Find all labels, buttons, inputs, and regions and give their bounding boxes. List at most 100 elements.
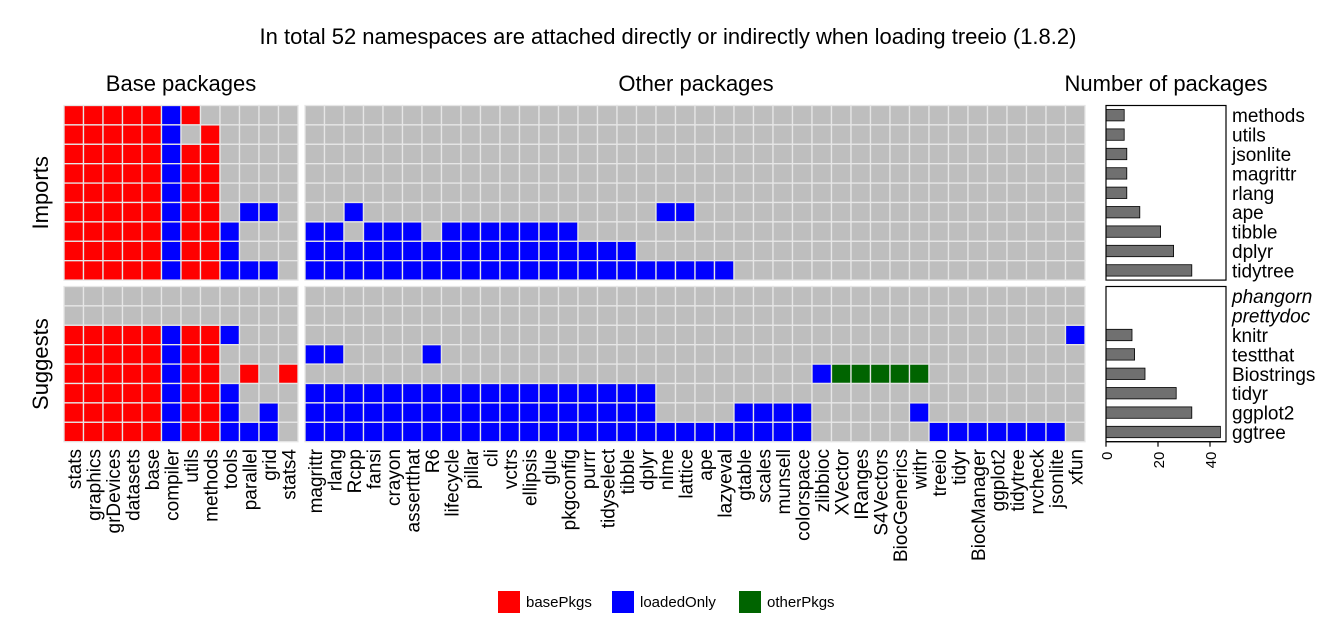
heatmap-cell (908, 240, 930, 262)
heatmap-cell (772, 143, 794, 165)
heatmap-cell (655, 124, 677, 145)
heatmap-cell (616, 402, 638, 423)
heatmap-cell (479, 104, 501, 126)
heatmap-cell (238, 260, 260, 281)
heatmap-cell (277, 221, 299, 242)
heatmap-cell (908, 221, 930, 242)
heatmap-cell (160, 382, 182, 404)
heatmap-cell (82, 305, 104, 326)
heatmap-cell (277, 421, 299, 443)
heatmap-cell (1025, 363, 1047, 385)
heatmap-cell (479, 344, 501, 365)
heatmap-cell (811, 324, 833, 346)
heatmap-cell (791, 143, 813, 165)
heatmap-cell (160, 104, 182, 126)
heatmap-cell (713, 324, 735, 346)
heatmap-cell (616, 182, 638, 204)
base-column-label: grid (260, 449, 281, 481)
heatmap-cell (830, 402, 852, 423)
heatmap-cell (82, 104, 104, 126)
heatmap-cell (752, 421, 774, 443)
heatmap-cell (421, 260, 443, 281)
heatmap-cell (460, 285, 482, 307)
heatmap-cell (362, 382, 384, 404)
heatmap-cell (343, 344, 365, 365)
heatmap-cell (1006, 285, 1028, 307)
heatmap-cell (479, 402, 501, 423)
row-label-ggplot2: ggplot2 (1232, 404, 1294, 425)
heatmap-cell (674, 201, 696, 223)
heatmap-cell (928, 221, 950, 242)
heatmap-cell (557, 421, 579, 443)
row-label-magrittr: magrittr (1232, 164, 1297, 185)
heatmap-cell (967, 421, 989, 443)
heatmap-cell (635, 344, 657, 365)
heatmap-cell (694, 363, 716, 385)
heatmap-cell (460, 221, 482, 242)
heatmap-cell (986, 104, 1008, 126)
bar-ape (1105, 206, 1141, 219)
heatmap-cell (986, 240, 1008, 262)
heatmap-cell (811, 104, 833, 126)
heatmap-cell (323, 285, 345, 307)
heatmap-cell (830, 124, 852, 145)
heatmap-cell (63, 324, 85, 346)
heatmap-cell (63, 421, 85, 443)
heatmap-cell (733, 201, 755, 223)
heatmap-cell (830, 344, 852, 365)
heatmap-cell (219, 260, 241, 281)
heatmap-cell (238, 382, 260, 404)
heatmap-cell (460, 324, 482, 346)
heatmap-cell (421, 124, 443, 145)
heatmap-cell (362, 143, 384, 165)
heatmap-cell (401, 421, 423, 443)
base-column-label: grDevices (104, 449, 125, 533)
heatmap-cell (616, 201, 638, 223)
heatmap-cell (323, 221, 345, 242)
heatmap-cell (460, 182, 482, 204)
heatmap-cell (160, 363, 182, 385)
heatmap-cell (82, 221, 104, 242)
heatmap-cell (82, 240, 104, 262)
heatmap-cell (889, 305, 911, 326)
heatmap-cell (102, 402, 124, 423)
heatmap-cell (557, 344, 579, 365)
heatmap-cell (304, 221, 326, 242)
bar-tibble (1105, 225, 1161, 238)
heatmap-cell (596, 363, 618, 385)
heatmap-cell (121, 421, 143, 443)
heatmap-cell (1064, 124, 1086, 145)
heatmap-cell (518, 402, 540, 423)
heatmap-cell (616, 285, 638, 307)
heatmap-cell (1064, 363, 1086, 385)
row-label-jsonlite: jsonlite (1231, 145, 1291, 166)
heatmap-cell (635, 402, 657, 423)
heatmap-cell (850, 402, 872, 423)
heatmap-cell (421, 402, 443, 423)
heatmap-cell (967, 382, 989, 404)
heatmap-cell (258, 143, 280, 165)
heatmap-cell (713, 421, 735, 443)
heatmap-cell (811, 260, 833, 281)
heatmap-cell (947, 201, 969, 223)
heatmap-cell (180, 182, 202, 204)
heatmap-cell (947, 124, 969, 145)
heatmap-cell (1006, 201, 1028, 223)
heatmap-cell (869, 201, 891, 223)
heatmap-cell (258, 182, 280, 204)
heatmap-cell (850, 305, 872, 326)
heatmap-cell (1006, 182, 1028, 204)
heatmap-cell (674, 285, 696, 307)
heatmap-cell (219, 324, 241, 346)
heatmap-cell (460, 260, 482, 281)
heatmap-cell (141, 305, 163, 326)
heatmap-cell (102, 221, 124, 242)
heatmap-cell (382, 104, 404, 126)
heatmap-cell (219, 240, 241, 262)
heatmap-cell (655, 344, 677, 365)
heatmap-cell (772, 182, 794, 204)
heatmap-cell (752, 104, 774, 126)
heatmap-cell (596, 201, 618, 223)
heatmap-cell (635, 163, 657, 184)
heatmap-cell (440, 285, 462, 307)
